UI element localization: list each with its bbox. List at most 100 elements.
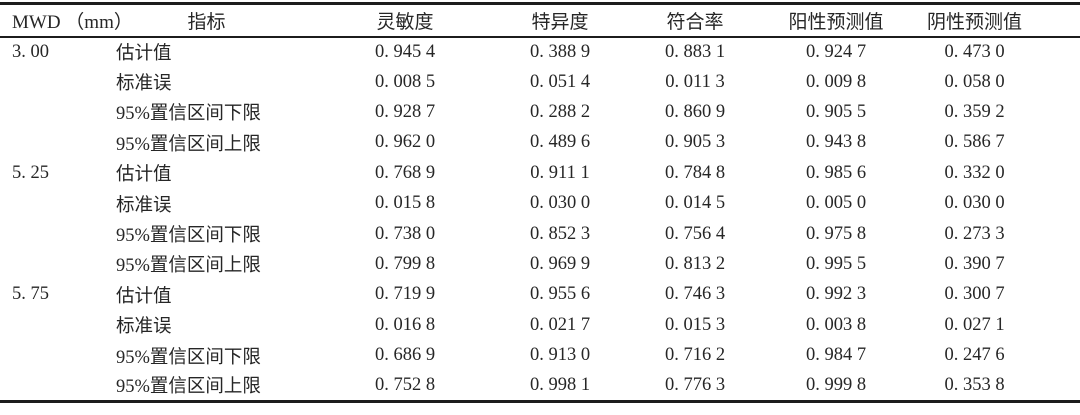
value-cell: 0. 388 9: [529, 41, 591, 62]
value-cell: 0. 928 7: [374, 101, 436, 122]
column-header-specificity: 特异度: [505, 3, 615, 38]
value-cell: 0. 995 5: [805, 253, 867, 274]
value-cell: 0. 359 2: [944, 101, 1005, 122]
table-row: 5. 25 估计值 0. 768 9 0. 911 1 0. 784 8 0. 985 6…: [0, 158, 1080, 188]
column-header-npv: 阴性预测值: [897, 3, 1080, 38]
value-cell: 0. 784 8: [664, 162, 726, 183]
value-cell: 0. 799 8: [374, 253, 436, 274]
value-cell: 0. 473 0: [944, 41, 1005, 62]
value-cell: 0. 030 0: [944, 193, 1005, 214]
value-cell: 0. 768 9: [374, 162, 436, 183]
value-cell: 0. 738 0: [374, 223, 436, 244]
mwd-cell: [0, 340, 108, 370]
value-cell: 0. 015 3: [664, 314, 726, 335]
value-cell: 0. 913 0: [529, 345, 591, 366]
value-cell: 0. 719 9: [374, 284, 436, 305]
value-cell: 0. 051 4: [529, 71, 591, 92]
value-cell: 0. 752 8: [374, 374, 436, 395]
header-row: MWD （mm） 指标 灵敏度 特异度 符合率 阳性预测值 阴性预测值: [0, 3, 1080, 38]
mwd-cell: 5. 25: [12, 162, 49, 183]
value-cell: 0. 003 8: [805, 314, 867, 335]
value-cell: 0. 999 8: [805, 374, 867, 395]
value-cell: 0. 300 7: [944, 284, 1005, 305]
value-cell: 0. 288 2: [529, 101, 591, 122]
indicator-cell: 95%置信区间下限: [116, 347, 261, 368]
paper-table-page: MWD （mm） 指标 灵敏度 特异度 符合率 阳性预测值 阴性预测值 3. 0…: [0, 2, 1080, 403]
mwd-cell: [0, 219, 108, 249]
value-cell: 0. 905 5: [805, 101, 867, 122]
value-cell: 0. 716 2: [664, 345, 726, 366]
value-cell: 0. 008 5: [374, 71, 436, 92]
mwd-cell: [0, 310, 108, 340]
value-cell: 0. 969 9: [529, 253, 591, 274]
value-cell: 0. 852 3: [529, 223, 591, 244]
value-cell: 0. 975 8: [805, 223, 867, 244]
value-cell: 0. 353 8: [944, 374, 1005, 395]
value-cell: 0. 962 0: [374, 132, 436, 153]
table-row: 95%置信区间上限 0. 752 8 0. 998 1 0. 776 3 0. 999 …: [0, 371, 1080, 401]
table-row: 标准误 0. 008 5 0. 051 4 0. 011 3 0. 009 8 0. 05…: [0, 67, 1080, 97]
value-cell: 0. 998 1: [529, 374, 591, 395]
mwd-cell: 5. 75: [12, 284, 49, 305]
value-cell: 0. 273 3: [944, 223, 1005, 244]
indicator-cell: 95%置信区间上限: [116, 377, 261, 398]
indicator-cell: 标准误: [116, 74, 172, 95]
value-cell: 0. 883 1: [664, 41, 726, 62]
value-cell: 0. 247 6: [944, 345, 1005, 366]
value-cell: 0. 686 9: [374, 345, 436, 366]
value-cell: 0. 924 7: [805, 41, 867, 62]
column-header-indicator: 指标: [108, 3, 305, 38]
table-row: 95%置信区间下限 0. 686 9 0. 913 0 0. 716 2 0. 984 …: [0, 340, 1080, 370]
value-cell: 0. 943 8: [805, 132, 867, 153]
indicator-cell: 95%置信区间上限: [116, 134, 261, 155]
indicator-cell: 95%置信区间上限: [116, 256, 261, 277]
indicator-cell: 95%置信区间下限: [116, 104, 261, 125]
indicator-cell: 估计值: [116, 165, 172, 186]
value-cell: 0. 776 3: [664, 374, 726, 395]
mwd-cell: [0, 128, 108, 158]
value-cell: 0. 014 5: [664, 193, 726, 214]
value-cell: 0. 011 3: [665, 71, 725, 92]
table-row: 标准误 0. 016 8 0. 021 7 0. 015 3 0. 003 8 0. 02…: [0, 310, 1080, 340]
column-header-mwd: MWD （mm）: [0, 3, 133, 38]
table-row: 95%置信区间上限 0. 799 8 0. 969 9 0. 813 2 0. 995 …: [0, 249, 1080, 279]
value-cell: 0. 489 6: [529, 132, 591, 153]
mwd-cell: [0, 97, 108, 127]
value-cell: 0. 016 8: [374, 314, 436, 335]
value-cell: 0. 005 0: [805, 193, 867, 214]
value-cell: 0. 911 1: [530, 162, 590, 183]
table-row: 95%置信区间下限 0. 928 7 0. 288 2 0. 860 9 0. 905 …: [0, 97, 1080, 127]
value-cell: 0. 905 3: [664, 132, 726, 153]
column-header-agreement-rate: 符合率: [615, 3, 775, 38]
value-cell: 0. 015 8: [374, 193, 436, 214]
table-row: 95%置信区间上限 0. 962 0 0. 489 6 0. 905 3 0. 943 …: [0, 128, 1080, 158]
value-cell: 0. 984 7: [805, 345, 867, 366]
diagnostic-results-table: MWD （mm） 指标 灵敏度 特异度 符合率 阳性预测值 阴性预测值 3. 0…: [0, 2, 1080, 403]
indicator-cell: 95%置信区间下限: [116, 226, 261, 247]
indicator-cell: 标准误: [116, 195, 172, 216]
value-cell: 0. 058 0: [944, 71, 1005, 92]
indicator-cell: 估计值: [116, 44, 172, 65]
value-cell: 0. 746 3: [664, 284, 726, 305]
mwd-cell: 3. 00: [12, 41, 49, 62]
table-row: 5. 75 估计值 0. 719 9 0. 955 6 0. 746 3 0. 992 3…: [0, 280, 1080, 310]
value-cell: 0. 390 7: [944, 253, 1005, 274]
mwd-cell: [0, 249, 108, 279]
mwd-cell: [0, 67, 108, 97]
value-cell: 0. 985 6: [805, 162, 867, 183]
mwd-cell: [0, 371, 108, 401]
value-cell: 0. 021 7: [529, 314, 591, 335]
value-cell: 0. 009 8: [805, 71, 867, 92]
value-cell: 0. 813 2: [664, 253, 726, 274]
table-row: 标准误 0. 015 8 0. 030 0 0. 014 5 0. 005 0 0. 03…: [0, 188, 1080, 218]
value-cell: 0. 756 4: [664, 223, 726, 244]
column-header-ppv: 阳性预测值: [775, 3, 897, 38]
table-row: 95%置信区间下限 0. 738 0 0. 852 3 0. 756 4 0. 975 …: [0, 219, 1080, 249]
value-cell: 0. 992 3: [805, 284, 867, 305]
value-cell: 0. 027 1: [944, 314, 1005, 335]
mwd-cell: [0, 188, 108, 218]
indicator-cell: 标准误: [116, 317, 172, 338]
value-cell: 0. 332 0: [944, 162, 1005, 183]
value-cell: 0. 030 0: [529, 193, 591, 214]
indicator-cell: 估计值: [116, 286, 172, 307]
